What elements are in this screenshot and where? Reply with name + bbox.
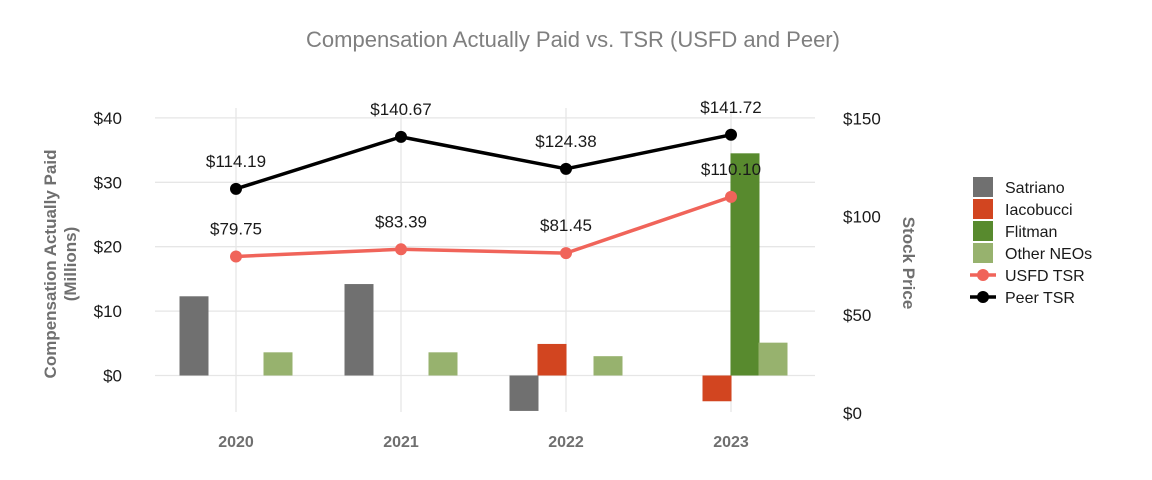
bar-other-neos-2022	[593, 356, 623, 376]
legend-marker-peer-tsr	[977, 291, 989, 303]
left-tick-label: $0	[103, 367, 122, 386]
marker-usfd-tsr-2023	[725, 190, 737, 203]
bar-flitman-2023	[730, 153, 760, 376]
left-axis-label-line2: (Millions)	[61, 227, 80, 302]
x-axis: 2020 2021 2022 2023	[218, 434, 749, 451]
bar-satriano-2021	[344, 284, 374, 376]
data-label-usfd-tsr-2022: $81.45	[540, 216, 592, 235]
data-label-usfd-tsr-2021: $83.39	[375, 212, 427, 231]
data-label-peer-tsr-2021: $140.67	[370, 100, 431, 119]
data-label-usfd-tsr-2020: $79.75	[210, 219, 262, 238]
right-tick-label: $0	[843, 404, 862, 423]
left-tick-label: $20	[94, 238, 122, 257]
line-usfd-tsr	[235, 195, 732, 259]
bar-other-neos-2020	[263, 352, 293, 376]
left-tick-label: $10	[94, 302, 122, 321]
right-axis: $0 $50 $100 $150	[843, 110, 881, 423]
data-label-usfd-tsr-2023: $110.10	[701, 160, 761, 179]
legend-swatch-other-neos	[973, 243, 993, 263]
legend-swatch-flitman	[973, 221, 993, 241]
left-tick-label: $30	[94, 173, 122, 192]
data-label-peer-tsr-2020: $114.19	[206, 152, 266, 171]
bar-satriano-2022	[509, 375, 539, 411]
x-tick-2022: 2022	[548, 434, 584, 451]
right-tick-label: $150	[843, 110, 881, 129]
marker-peer-tsr-2022	[560, 162, 572, 175]
legend-label-peer-tsr: Peer TSR	[1005, 290, 1075, 307]
legend-label-usfd-tsr: USFD TSR	[1005, 268, 1085, 285]
legend-swatch-iacobucci	[973, 199, 993, 219]
data-labels: $79.75 $83.39 $81.45 $110.10 $114.19 $140.67 $…	[206, 98, 762, 239]
marker-peer-tsr-2020	[230, 182, 242, 195]
legend-label-satriano: Satriano	[1005, 180, 1065, 197]
right-tick-label: $50	[843, 306, 871, 325]
marker-peer-tsr-2023	[725, 128, 737, 141]
data-label-peer-tsr-2022: $124.38	[535, 132, 596, 151]
legend-swatch-satriano	[973, 177, 993, 197]
marker-usfd-tsr-2021	[395, 243, 407, 256]
tsr-lines	[230, 128, 737, 263]
data-label-peer-tsr-2023: $141.72	[700, 98, 761, 117]
x-tick-2021: 2021	[383, 434, 419, 451]
left-axis-label-line1: Compensation Actually Paid	[41, 150, 60, 379]
bar-other-neos-2023	[758, 342, 788, 376]
right-axis-label: Stock Price	[899, 217, 918, 310]
legend-label-iacobucci: Iacobucci	[1005, 202, 1073, 219]
marker-peer-tsr-2021	[395, 130, 407, 143]
legend: Satriano Iacobucci Flitman Other NEOs USFD T…	[970, 177, 1092, 307]
x-tick-2020: 2020	[218, 434, 254, 451]
x-tick-2023: 2023	[713, 434, 749, 451]
marker-usfd-tsr-2020	[230, 250, 242, 263]
right-tick-label: $100	[843, 208, 881, 227]
legend-label-other-neos: Other NEOs	[1005, 246, 1092, 263]
bar-satriano-2020	[179, 296, 209, 376]
bar-iacobucci-2022	[537, 343, 567, 376]
bar-other-neos-2021	[428, 352, 458, 376]
legend-label-flitman: Flitman	[1005, 224, 1057, 241]
chart-title: Compensation Actually Paid vs. TSR (USFD…	[306, 27, 840, 52]
marker-usfd-tsr-2022	[560, 247, 572, 260]
legend-marker-usfd-tsr	[977, 269, 989, 281]
bar-iacobucci-2023	[702, 375, 732, 402]
left-tick-label: $40	[94, 109, 122, 128]
line-peer-tsr	[235, 133, 732, 191]
bars	[179, 153, 788, 411]
left-axis: $0 $10 $20 $30 $40	[94, 109, 122, 386]
